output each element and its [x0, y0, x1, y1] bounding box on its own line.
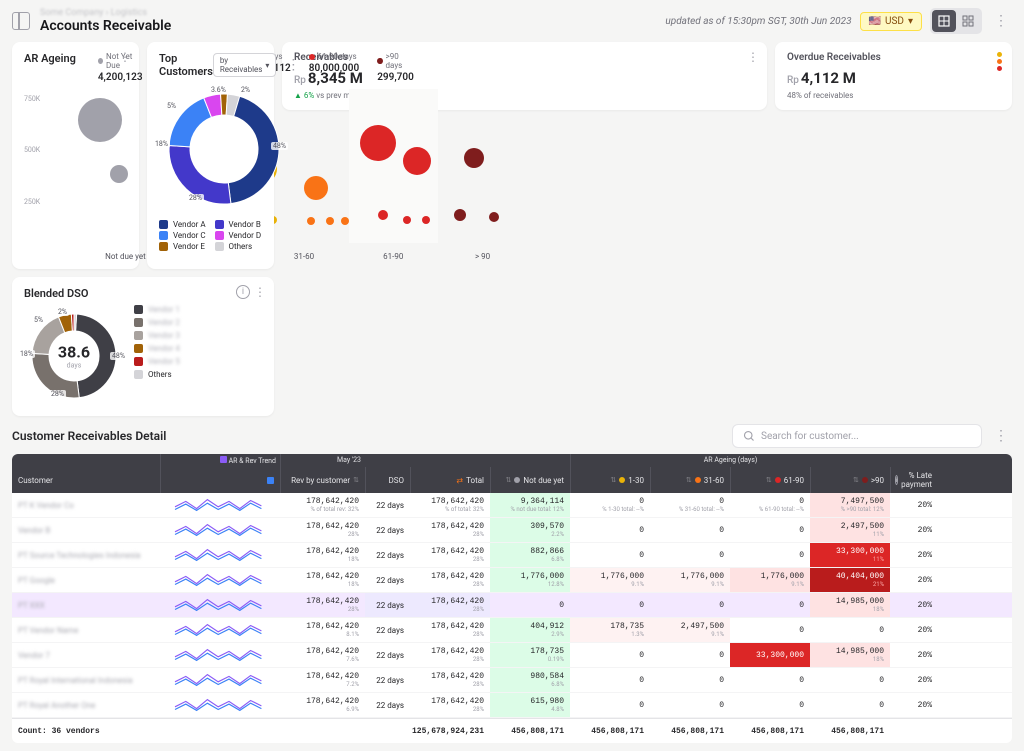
table-row[interactable]: PT Source Technologies Indonesia178,642,…: [12, 543, 1012, 568]
more-icon[interactable]: ⋮: [254, 285, 266, 299]
table-row[interactable]: PT Google178,642,42018%22 days178,642,42…: [12, 568, 1012, 593]
ar-ageing-card: ⋮ AR Ageing Not Yet Due4,200,1231-30 day…: [12, 42, 139, 269]
sidebar-toggle-icon[interactable]: [12, 12, 30, 30]
overdue-card: Overdue Receivables Rp4,112 M 48% of rec…: [775, 42, 1012, 110]
overdue-sub: 48% of receivables: [787, 91, 1000, 100]
card-title: Overdue Receivables: [787, 52, 1000, 63]
footer-count: Count: 36 vendors: [12, 719, 160, 743]
dso-card: i ⋮ Blended DSO 38.6 days 48%28%18%5%2% …: [12, 277, 274, 416]
breadcrumb[interactable]: Some Company › Logistics: [40, 8, 171, 18]
th-31-60[interactable]: ⇅31-60: [650, 467, 730, 493]
card-title: Blended DSO: [24, 287, 124, 300]
table-header: AR & Rev Trend May '23 AR Ageing (days) …: [12, 454, 1012, 493]
table-row[interactable]: Vendor 7178,642,4207.6%22 days178,642,42…: [12, 643, 1012, 668]
th-late[interactable]: i% Late payment: [890, 467, 938, 493]
more-icon[interactable]: ⋮: [282, 57, 304, 73]
detail-title: Customer Receivables Detail: [12, 429, 166, 443]
top-customers-donut: 48%28%18%5%2%3.6%: [159, 84, 289, 214]
th-customer[interactable]: Customer: [12, 467, 160, 493]
dso-legend: Vendor 1Vendor 2Vendor 3Vendor 4Vendor 5…: [134, 305, 262, 406]
table-row[interactable]: PT Vendor Name178,642,4208.1%22 days178,…: [12, 618, 1012, 643]
ageing-bubble-chart: 750K500K250KNot due yet1-3031-6061-90> 9…: [24, 89, 127, 259]
th-90[interactable]: ⇅>90: [810, 467, 890, 493]
card-title: AR Ageing: [24, 52, 76, 65]
more-icon[interactable]: ⋮: [119, 50, 131, 64]
more-icon[interactable]: ⋮: [990, 428, 1012, 444]
more-icon[interactable]: ⋮: [990, 13, 1012, 29]
info-icon[interactable]: i: [236, 285, 250, 299]
card-title: Top Customers: [159, 52, 213, 78]
table-row[interactable]: PT Royal Another One178,642,4206.9%22 da…: [12, 693, 1012, 718]
overdue-value: Rp4,112 M: [787, 69, 1000, 87]
view-toggle: [930, 8, 982, 34]
table-row[interactable]: PT XXX178,642,42028%22 days178,642,42028…: [12, 593, 1012, 618]
page-header: Some Company › Logistics Accounts Receiv…: [0, 0, 1024, 42]
table-row[interactable]: Vendor B178,642,42028%22 days178,642,420…: [12, 518, 1012, 543]
currency-selector[interactable]: 🇺🇸USD▾: [860, 12, 922, 31]
more-icon[interactable]: ⋮: [747, 50, 759, 64]
th-rev[interactable]: Rev by customer⇅: [280, 467, 365, 493]
view-list-button[interactable]: [932, 10, 956, 32]
page-title: Accounts Receivable: [40, 18, 171, 34]
th-61-90[interactable]: ⇅61-90: [730, 467, 810, 493]
dso-donut: 38.6 days 48%28%18%5%2%: [24, 306, 124, 406]
overdue-severity-dots: [997, 52, 1002, 71]
top-customers-filter[interactable]: by Receivables▾: [213, 53, 277, 77]
th-notdue[interactable]: ⇅Not due yet: [490, 467, 570, 493]
table-row[interactable]: PT Royal International Indonesia178,642,…: [12, 668, 1012, 693]
top-customers-card: Top Customers by Receivables▾ ⋮ 48%28%18…: [147, 42, 274, 269]
dso-unit: days: [58, 362, 90, 370]
search-input[interactable]: Search for customer...: [732, 424, 982, 448]
top-customers-legend: Vendor AVendor BVendor CVendor DVendor E…: [159, 220, 262, 251]
th-dso[interactable]: DSO: [365, 467, 410, 493]
receivables-table: AR & Rev Trend May '23 AR Ageing (days) …: [12, 454, 1012, 743]
view-grid-button[interactable]: [956, 10, 980, 32]
th-total[interactable]: ⇄Total: [410, 467, 490, 493]
table-row[interactable]: PT K Vendor Co178,642,420% of total rev:…: [12, 493, 1012, 518]
search-icon: [743, 430, 755, 442]
updated-timestamp: updated as of 15:30pm SGT, 30th Jun 2023: [665, 16, 851, 27]
th-1-30[interactable]: ⇅1-30: [570, 467, 650, 493]
table-footer: Count: 36 vendors 125,678,924,231 456,80…: [12, 718, 1012, 743]
th-trend[interactable]: [160, 467, 280, 493]
dso-value: 38.6: [58, 343, 90, 362]
